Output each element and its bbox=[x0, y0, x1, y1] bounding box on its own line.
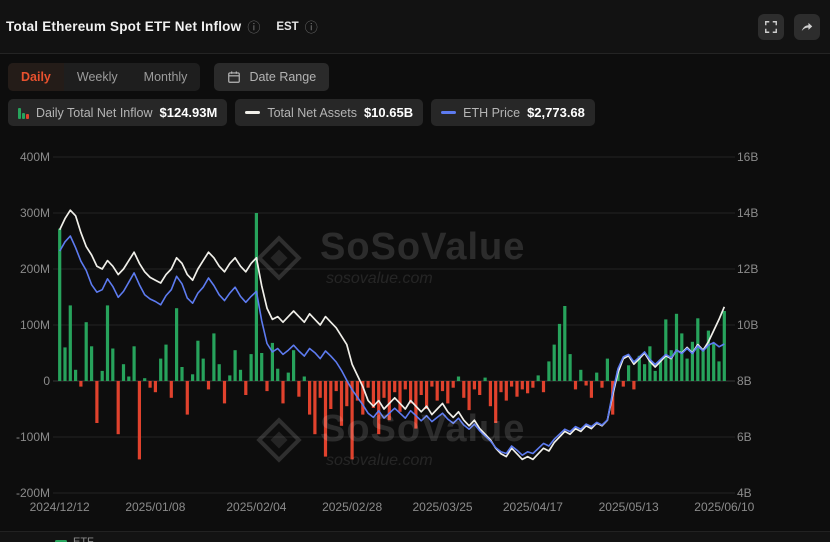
share-button[interactable] bbox=[794, 13, 820, 40]
svg-text:12B: 12B bbox=[737, 262, 758, 276]
svg-text:0: 0 bbox=[43, 374, 50, 388]
chart-area: 400M 300M 200M 100M 0 -100M -200M 16B 14B 12B 10B 8… bbox=[0, 140, 830, 520]
svg-text:400M: 400M bbox=[20, 150, 50, 164]
total-net-assets-line bbox=[58, 209, 726, 461]
title-info-icon[interactable]: ⓘ bbox=[247, 20, 261, 35]
tab-monthly[interactable]: Monthly bbox=[131, 63, 201, 91]
svg-text:2025/05/13: 2025/05/13 bbox=[599, 500, 659, 514]
gridlines bbox=[53, 156, 735, 494]
legend-label: Daily Total Net Inflow bbox=[36, 105, 153, 120]
header-actions bbox=[758, 13, 820, 40]
svg-text:16B: 16B bbox=[737, 150, 758, 164]
svg-text:14B: 14B bbox=[737, 206, 758, 220]
bars-icon bbox=[18, 107, 29, 119]
svg-text:4B: 4B bbox=[737, 486, 752, 500]
clipped-legend-text: ETF bbox=[73, 536, 94, 542]
blue-line-icon bbox=[441, 111, 457, 114]
eth-price-line bbox=[59, 235, 725, 456]
x-axis-ticks: 2024/12/12 2025/01/08 2025/02/04 2025/02/28… bbox=[30, 500, 755, 514]
svg-text:-100M: -100M bbox=[16, 430, 50, 444]
svg-text:8B: 8B bbox=[737, 374, 752, 388]
calendar-icon bbox=[228, 71, 241, 83]
legend-label: Total Net Assets bbox=[267, 105, 357, 120]
right-axis-ticks: 16B 14B 12B 10B 8B 6B 4B bbox=[737, 150, 758, 500]
date-range-label: Date Range bbox=[249, 70, 317, 84]
tab-daily[interactable]: Daily bbox=[8, 63, 64, 91]
legend-item-eth-price[interactable]: ETH Price $2,773.68 bbox=[431, 99, 595, 126]
share-icon bbox=[801, 22, 813, 31]
svg-text:100M: 100M bbox=[20, 318, 50, 332]
white-line-icon bbox=[245, 111, 261, 114]
legend-label: ETH Price bbox=[463, 105, 521, 120]
interval-tabs: Daily Weekly Monthly bbox=[8, 63, 201, 91]
legend-value: $10.65B bbox=[363, 105, 414, 120]
chart-header: Total Ethereum Spot ETF Net Inflow ⓘ EST… bbox=[0, 0, 830, 54]
svg-text:2025/06/10: 2025/06/10 bbox=[694, 500, 754, 514]
svg-text:200M: 200M bbox=[20, 262, 50, 276]
legend-item-net-inflow[interactable]: Daily Total Net Inflow $124.93M bbox=[8, 99, 228, 126]
svg-text:6B: 6B bbox=[737, 430, 752, 444]
timezone-info-icon[interactable]: ⓘ bbox=[304, 20, 318, 35]
svg-text:2025/04/17: 2025/04/17 bbox=[503, 500, 563, 514]
svg-text:10B: 10B bbox=[737, 318, 758, 332]
svg-text:300M: 300M bbox=[20, 206, 50, 220]
legend-value: $2,773.68 bbox=[527, 105, 585, 120]
svg-text:2025/01/08: 2025/01/08 bbox=[125, 500, 185, 514]
chart-canvas[interactable]: 400M 300M 200M 100M 0 -100M -200M 16B 14B 12B 10B 8… bbox=[0, 140, 830, 520]
chart-toolbar: Daily Weekly Monthly Date Range bbox=[0, 54, 830, 91]
chart-legend: Daily Total Net Inflow $124.93M Total Ne… bbox=[0, 91, 830, 126]
svg-text:-200M: -200M bbox=[16, 486, 50, 500]
svg-text:2025/02/04: 2025/02/04 bbox=[226, 500, 286, 514]
date-range-button[interactable]: Date Range bbox=[214, 63, 330, 91]
legend-value: $124.93M bbox=[159, 105, 218, 120]
net-inflow-bars bbox=[58, 213, 726, 460]
timezone-label: EST bbox=[276, 20, 299, 33]
svg-text:2024/12/12: 2024/12/12 bbox=[30, 500, 90, 514]
next-section-clipped: ETF bbox=[0, 531, 830, 542]
svg-text:2025/02/28: 2025/02/28 bbox=[322, 500, 382, 514]
left-axis-ticks: 400M 300M 200M 100M 0 -100M -200M bbox=[16, 150, 50, 500]
page-title: Total Ethereum Spot ETF Net Inflow bbox=[6, 19, 242, 34]
fullscreen-button[interactable] bbox=[758, 13, 784, 40]
legend-item-net-assets[interactable]: Total Net Assets $10.65B bbox=[235, 99, 424, 126]
fullscreen-icon bbox=[765, 20, 777, 33]
tab-weekly[interactable]: Weekly bbox=[64, 63, 131, 91]
svg-text:2025/03/25: 2025/03/25 bbox=[412, 500, 472, 514]
clipped-legend-icon bbox=[55, 540, 67, 542]
